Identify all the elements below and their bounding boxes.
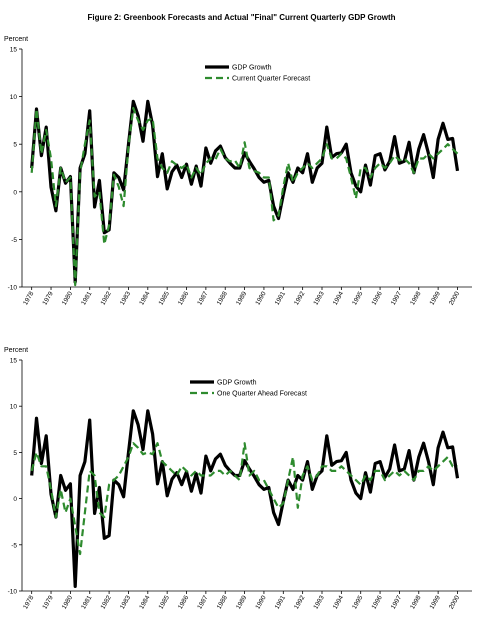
y-tick-label: 15 (10, 47, 18, 54)
legend-label: Current Quarter Forecast (232, 76, 310, 83)
x-tick-label: 1991 (274, 290, 287, 306)
y-tick-label: 5 (13, 142, 17, 149)
series-line-forecast (30, 442, 458, 556)
x-tick-label: 1998 (409, 594, 422, 610)
x-tick-label: 1986 (177, 594, 190, 610)
x-tick-label: 1989 (235, 290, 248, 306)
x-tick-label: 1978 (22, 290, 35, 306)
series-line-gdp-growth (30, 409, 460, 588)
y-tick-label: 0 (13, 189, 17, 196)
x-tick-label: 1981 (80, 594, 93, 610)
x-tick-label: 1994 (332, 290, 345, 306)
x-tick-label: 1996 (371, 594, 384, 610)
figure-title: Figure 2: Greenbook Forecasts and Actual… (87, 13, 396, 22)
x-tick-label: 1995 (351, 594, 364, 610)
x-tick-label: 2000 (448, 290, 461, 306)
x-tick-label: 1997 (390, 594, 403, 610)
x-tick-label: 1999 (429, 594, 442, 610)
x-tick-label: 1988 (216, 594, 229, 610)
x-tick-label: 1979 (41, 594, 54, 610)
y-axis-label: Percent (4, 36, 28, 43)
legend-label: One Quarter Ahead Forecast (217, 391, 307, 398)
x-tick-label: 1996 (371, 290, 384, 306)
x-tick-label: 1985 (158, 290, 171, 306)
y-tick-label: 10 (10, 404, 18, 411)
x-tick-label: 1981 (80, 290, 93, 306)
x-tick-label: 1999 (429, 290, 442, 306)
x-tick-label: 1993 (312, 290, 325, 306)
x-tick-label: 1980 (61, 290, 74, 306)
legend-label: GDP Growth (217, 380, 257, 387)
y-tick-label: -5 (11, 542, 17, 549)
x-tick-label: 1998 (409, 290, 422, 306)
y-tick-label: 5 (13, 450, 17, 457)
y-tick-label: -10 (8, 285, 18, 292)
series-line-gdp-growth (30, 99, 460, 284)
x-tick-label: 1980 (61, 594, 74, 610)
x-tick-label: 1989 (235, 594, 248, 610)
chart-top: Percent -10 -5 0 5 10 15 1978 1979 1980 1981 1982 19… (4, 36, 472, 307)
y-axis-label: Percent (4, 347, 28, 354)
x-tick-label: 1992 (293, 290, 306, 306)
x-tick-label: 1984 (138, 290, 151, 306)
x-tick-label: 1985 (158, 594, 171, 610)
series-line-forecast (30, 106, 459, 287)
x-tick-label: 1983 (119, 290, 132, 306)
x-tick-label: 1987 (196, 290, 209, 306)
y-tick-label: -5 (11, 237, 17, 244)
x-tick-label: 1988 (216, 290, 229, 306)
y-tick-label: -10 (8, 589, 18, 596)
x-tick-label: 1983 (119, 594, 132, 610)
x-tick-label: 1979 (41, 290, 54, 306)
x-tick-label: 1993 (312, 594, 325, 610)
x-tick-label: 1984 (138, 594, 151, 610)
x-tick-label: 2000 (448, 594, 461, 610)
x-tick-label: 1978 (22, 594, 35, 610)
x-tick-label: 1991 (274, 594, 287, 610)
x-tick-label: 1982 (100, 290, 113, 306)
y-tick-label: 10 (10, 94, 18, 101)
x-tick-label: 1990 (254, 594, 267, 610)
x-tick-label: 1990 (254, 290, 267, 306)
chart-bottom: Percent -10 -5 0 5 10 15 1978 1979 1980 1981 1982 19… (4, 347, 472, 611)
x-tick-label: 1992 (293, 594, 306, 610)
x-tick-label: 1987 (196, 594, 209, 610)
y-tick-label: 15 (10, 358, 18, 365)
legend-label: GDP Growth (232, 65, 272, 72)
x-tick-label: 1995 (351, 290, 364, 306)
y-tick-label: 0 (13, 496, 17, 503)
x-tick-label: 1997 (390, 290, 403, 306)
x-tick-label: 1994 (332, 594, 345, 610)
x-tick-label: 1986 (177, 290, 190, 306)
x-tick-label: 1982 (100, 594, 113, 610)
